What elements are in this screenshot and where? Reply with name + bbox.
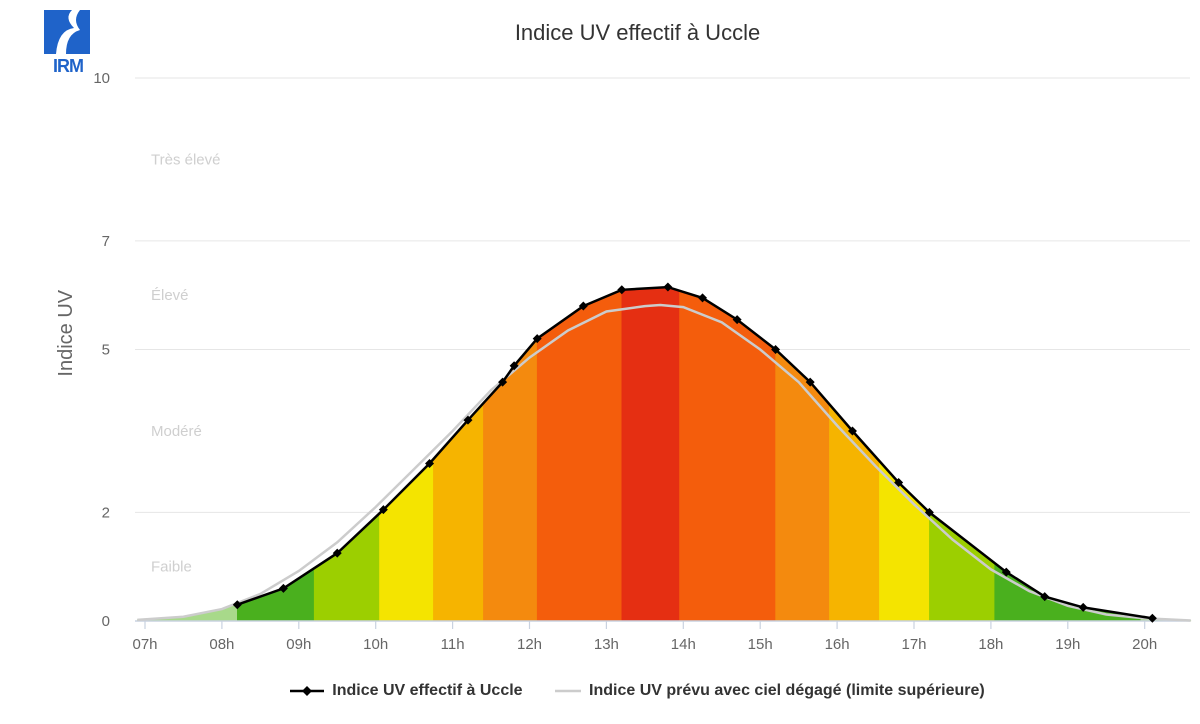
x-tick-label-15h: 15h xyxy=(748,636,773,653)
x-tick-label-16h: 16h xyxy=(825,636,850,653)
legend-item-clear-sky[interactable]: Indice UV prévu avec ciel dégagé (limite… xyxy=(555,682,985,700)
legend-item-effective[interactable]: Indice UV effectif à Uccle xyxy=(290,682,523,700)
effective-point-6 xyxy=(498,377,508,387)
effective-point-3 xyxy=(378,505,388,515)
chart-legend: Indice UV effectif à Uccle Indice UV pré… xyxy=(0,682,1200,702)
effective-point-2 xyxy=(332,548,342,558)
effective-point-22 xyxy=(1147,613,1157,623)
y-tick-label-5: 5 xyxy=(102,342,110,359)
x-tick-label-07h: 07h xyxy=(132,636,157,653)
uv-area-segment-4 xyxy=(433,402,484,622)
y-tick-label-10: 10 xyxy=(93,70,110,87)
effective-point-18 xyxy=(924,507,934,517)
irm-logo-text: IRM xyxy=(53,56,84,76)
band-label-2: Élevé xyxy=(151,287,189,304)
x-tick-label-14h: 14h xyxy=(671,636,696,653)
band-label-1: Modéré xyxy=(151,423,202,440)
x-tick-label-19h: 19h xyxy=(1055,636,1080,653)
uv-area-segment-2 xyxy=(313,512,380,622)
effective-point-10 xyxy=(617,285,627,295)
legend-effective-marker xyxy=(290,686,325,696)
effective-point-20 xyxy=(1040,592,1050,602)
x-tick-label-20h: 20h xyxy=(1132,636,1157,653)
chart-title: Indice UV effectif à Uccle xyxy=(514,20,761,45)
legend-effective-label: Indice UV effectif à Uccle xyxy=(332,682,523,699)
irm-logo-icon xyxy=(44,10,90,54)
legend-clear-sky-label: Indice UV prévu avec ciel dégagé (limite… xyxy=(589,682,985,699)
uv-area-segment-10 xyxy=(829,403,880,622)
effective-point-0 xyxy=(232,600,242,610)
x-tick-label-11h: 11h xyxy=(441,636,465,653)
effective-point-13 xyxy=(732,315,742,325)
effective-point-11 xyxy=(663,282,673,292)
effective-point-8 xyxy=(532,334,542,344)
x-tick-label-08h: 08h xyxy=(209,636,234,653)
effective-point-15 xyxy=(805,377,815,387)
x-tick-label-13h: 13h xyxy=(594,636,619,653)
effective-point-5 xyxy=(463,415,473,425)
effective-point-4 xyxy=(425,459,435,469)
x-tick-label-17h: 17h xyxy=(901,636,926,653)
series-clear-sky-line xyxy=(137,303,1191,622)
irm-logo: IRM xyxy=(42,8,94,76)
band-label-0: Faible xyxy=(151,559,192,576)
x-tick-label-09h: 09h xyxy=(286,636,311,653)
effective-point-1 xyxy=(278,583,288,593)
uv-area-segment-6 xyxy=(536,289,623,622)
x-tick-label-10h: 10h xyxy=(363,636,388,653)
effective-point-19 xyxy=(1001,567,1011,577)
uv-area-segment-5 xyxy=(483,337,538,622)
uv-area-segment-9 xyxy=(775,348,830,622)
effective-point-21 xyxy=(1078,602,1088,612)
uv-area-segment-11 xyxy=(879,460,930,622)
uv-area-segment-8 xyxy=(679,290,776,622)
uv-area-segment-3 xyxy=(379,458,434,622)
x-tick-label-12h: 12h xyxy=(517,636,542,653)
effective-point-12 xyxy=(698,293,708,303)
band-label-3: Très élevé xyxy=(151,151,220,168)
x-tick-label-18h: 18h xyxy=(978,636,1003,653)
y-tick-label-7: 7 xyxy=(102,233,110,250)
effective-point-9 xyxy=(578,301,588,311)
effective-point-14 xyxy=(771,345,781,354)
legend-clear-sky-marker xyxy=(555,689,582,693)
effective-point-17 xyxy=(894,478,904,488)
effective-point-7 xyxy=(509,361,519,371)
uv-chart: Faible Modéré Élevé Très élevé 0 2 5 7 10 07h 08h 0… xyxy=(55,70,1192,653)
effective-point-16 xyxy=(847,426,857,436)
y-tick-label-2: 2 xyxy=(102,504,110,521)
uv-area-segment-7 xyxy=(621,286,680,622)
y-tick-label-0: 0 xyxy=(102,613,110,630)
y-axis-label: Indice UV xyxy=(55,289,77,376)
